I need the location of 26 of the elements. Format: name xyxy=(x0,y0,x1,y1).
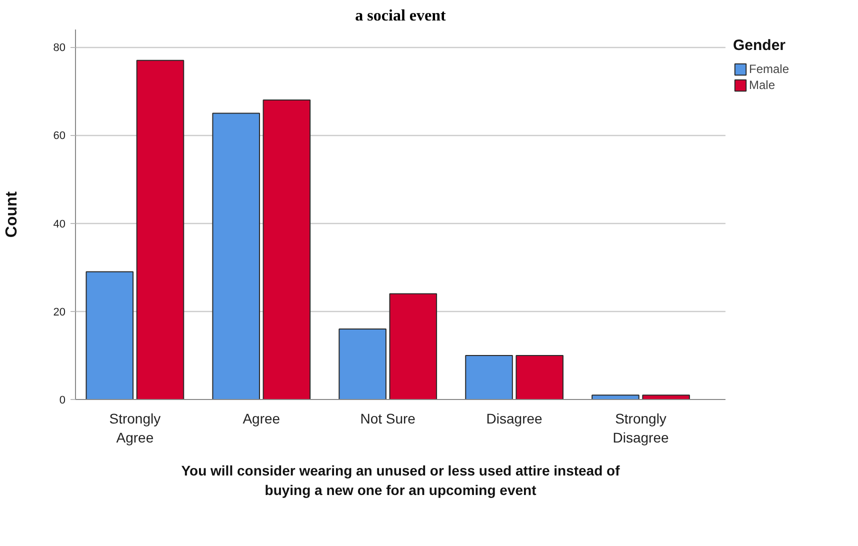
bar xyxy=(136,60,184,400)
bar xyxy=(465,354,513,400)
y-tick-label: 80 xyxy=(53,42,66,54)
bar xyxy=(338,328,386,400)
bar xyxy=(86,271,134,400)
legend-title: Gender xyxy=(733,37,787,54)
legend-label: Male xyxy=(749,78,776,92)
x-tick-label: Agree xyxy=(242,410,280,426)
y-axis-title: Count xyxy=(3,190,20,238)
y-tick-label: 0 xyxy=(59,394,66,406)
bar xyxy=(262,99,311,400)
bar xyxy=(212,112,260,400)
x-tick-label: Strongly Disagree xyxy=(612,410,669,446)
y-tick-label: 40 xyxy=(53,218,66,230)
x-tick-label: Disagree xyxy=(486,410,543,426)
bar xyxy=(642,394,690,400)
chart-title: a social event xyxy=(355,8,446,24)
x-tick-label: Not Sure xyxy=(360,410,416,426)
legend-label: Female xyxy=(749,62,790,76)
bar xyxy=(592,394,640,400)
y-tick-label: 60 xyxy=(53,130,66,142)
bar xyxy=(389,293,438,400)
x-tick-label: Strongly Agree xyxy=(109,410,161,446)
bar xyxy=(516,354,564,400)
x-axis-title: You will consider wearing an unused or less used attire instead of buying a new one for an upcoming event xyxy=(181,462,620,498)
y-tick-label: 20 xyxy=(53,306,66,318)
